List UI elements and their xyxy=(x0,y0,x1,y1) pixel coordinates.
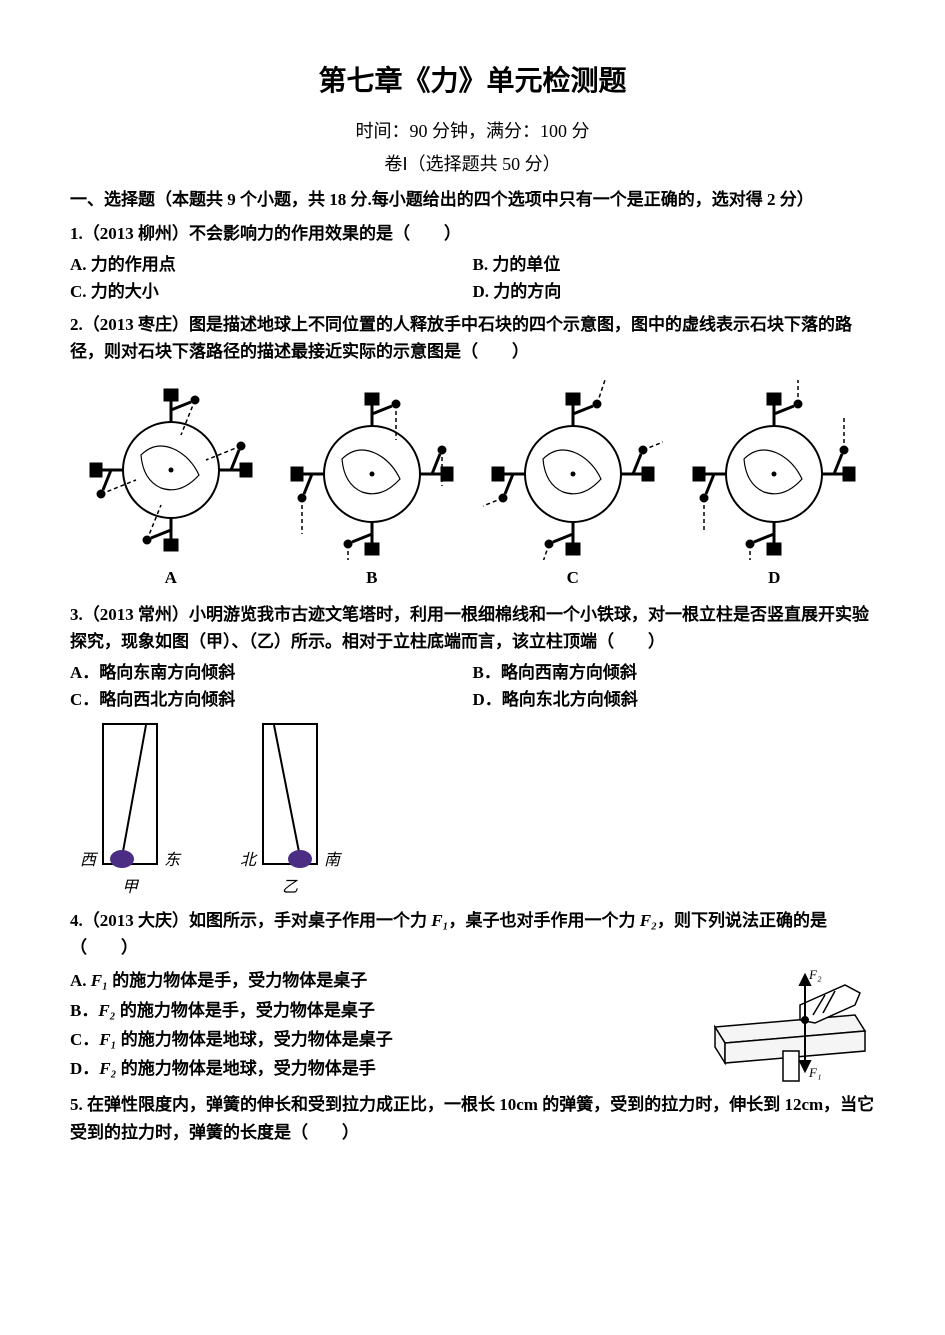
q4-f2-1: F₂ xyxy=(640,911,657,930)
q3-opt-a: A．略向东南方向倾斜 xyxy=(70,659,473,686)
q1-options: A. 力的作用点 B. 力的单位 C. 力的大小 D. 力的方向 xyxy=(70,251,875,305)
q4-opt-d: D．F₂ 的施力物体是地球，受力物体是手 xyxy=(70,1055,685,1082)
q2-label-c: C xyxy=(567,564,579,591)
q2-fig-b xyxy=(282,380,462,560)
q4-fig-f1: F₁ xyxy=(808,1065,821,1080)
q4-opt-b: B．F₂ 的施力物体是手，受力物体是桌子 xyxy=(70,997,685,1024)
q1-opt-a: A. 力的作用点 xyxy=(70,251,473,278)
q3-fig1-svg xyxy=(102,723,158,873)
q1-opt-d: D. 力的方向 xyxy=(473,278,876,305)
q2-stem: 2.（2013 枣庄）图是描述地球上不同位置的人释放手中石块的四个示意图，图中的… xyxy=(70,311,875,365)
page-title: 第七章《力》单元检测题 xyxy=(70,60,875,105)
q4-stem: 4.（2013 大庆）如图所示，手对桌子作用一个力 F₁，桌子也对手作用一个力 … xyxy=(70,907,875,961)
q3-opt-d: D．略向东北方向倾斜 xyxy=(473,686,876,713)
q3-fig1-caption: 甲 xyxy=(80,875,180,901)
q3-fig2-svg xyxy=(262,723,318,873)
q2-fig-labels: A B C D xyxy=(70,564,875,591)
q1-opt-b: B. 力的单位 xyxy=(473,251,876,278)
q4-f1-1: F₁ xyxy=(431,911,448,930)
q4-stem-b: ，桌子也对手作用一个力 xyxy=(449,911,640,930)
q3-fig-jia: 西 东 甲 xyxy=(80,723,180,901)
q4-figure: F₂ F₁ xyxy=(705,965,875,1085)
q4-stem-a: 4.（2013 大庆）如图所示，手对桌子作用一个力 xyxy=(70,911,431,930)
q4-fig-f2: F₂ xyxy=(808,967,822,982)
q2-label-b: B xyxy=(366,564,377,591)
q2-label-d: D xyxy=(768,564,780,591)
q2-fig-d xyxy=(684,380,864,560)
part-head: 卷Ⅰ（选择题共 50 分） xyxy=(70,150,875,179)
q2-fig-c xyxy=(483,380,663,560)
q3-fig2-caption: 乙 xyxy=(240,875,340,901)
q3-options: A．略向东南方向倾斜 B．略向西南方向倾斜 C．略向西北方向倾斜 D．略向东北方… xyxy=(70,659,875,713)
timing-line: 时间：90 分钟，满分：100 分 xyxy=(70,117,875,146)
section-instruction: 一、选择题（本题共 9 个小题，共 18 分.每小题给出的四个选项中只有一个是正… xyxy=(70,186,875,213)
q1-opt-c: C. 力的大小 xyxy=(70,278,473,305)
q3-figures: 西 东 甲 北 南 乙 xyxy=(80,723,875,901)
q3-fig1-right: 东 xyxy=(164,848,180,874)
q3-opt-c: C．略向西北方向倾斜 xyxy=(70,686,473,713)
q4-opt-a: A. F₁ 的施力物体是手，受力物体是桌子 xyxy=(70,967,685,994)
q3-opt-b: B．略向西南方向倾斜 xyxy=(473,659,876,686)
q2-fig-a xyxy=(81,380,261,560)
q3-fig1-left: 西 xyxy=(80,848,96,874)
q5-stem: 5. 在弹性限度内，弹簧的伸长和受到拉力成正比，一根长 10cm 的弹簧，受到的… xyxy=(70,1091,875,1145)
q4-options: A. F₁ 的施力物体是手，受力物体是桌子 B．F₂ 的施力物体是手，受力物体是… xyxy=(70,965,685,1084)
q4-opt-c: C．F₁ 的施力物体是地球，受力物体是桌子 xyxy=(70,1026,685,1053)
q2-figures xyxy=(70,380,875,560)
q3-stem: 3.（2013 常州）小明游览我市古迹文笔塔时，利用一根细棉线和一个小铁球，对一… xyxy=(70,601,875,655)
q3-fig2-right: 南 xyxy=(324,848,340,874)
q2-label-a: A xyxy=(165,564,177,591)
q4-body: A. F₁ 的施力物体是手，受力物体是桌子 B．F₂ 的施力物体是手，受力物体是… xyxy=(70,965,875,1085)
q1-stem: 1.（2013 柳州）不会影响力的作用效果的是（ ） xyxy=(70,220,875,247)
q3-fig2-left: 北 xyxy=(240,848,256,874)
q3-fig-yi: 北 南 乙 xyxy=(240,723,340,901)
